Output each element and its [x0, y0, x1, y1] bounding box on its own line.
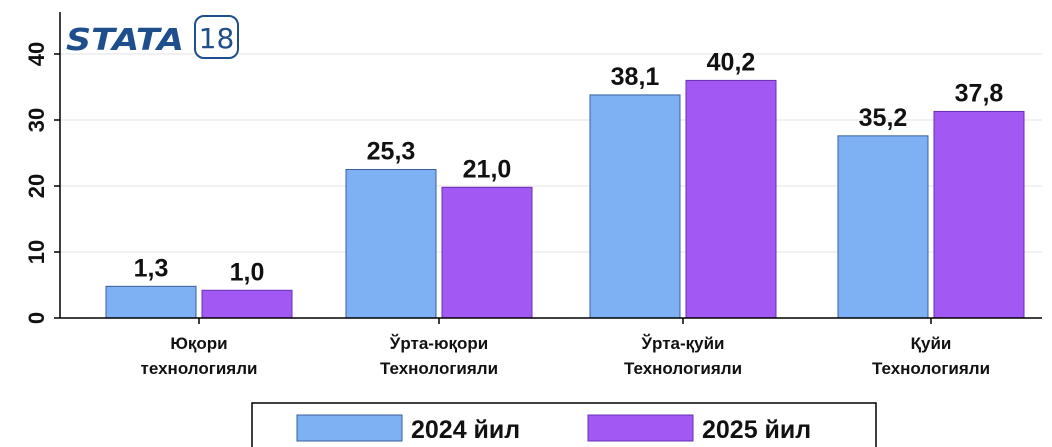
bar: [346, 170, 436, 319]
data-label: 37,8: [955, 79, 1004, 107]
bar: [590, 95, 680, 318]
data-label: 38,1: [611, 63, 660, 91]
data-label: 1,3: [134, 254, 169, 282]
x-tick-label: Технологияли: [380, 359, 498, 378]
y-tick-label: 0: [24, 312, 49, 324]
x-tick-label: Ўрта-юқори: [389, 333, 488, 353]
y-tick-label: 40: [24, 42, 49, 66]
legend: 2024 йил 2025 йил: [252, 403, 876, 447]
bar: [934, 111, 1024, 318]
legend-swatch-2025: [588, 415, 693, 441]
data-label: 25,3: [367, 138, 416, 166]
x-tick-label: Технологияли: [872, 359, 990, 378]
x-tick-label: Ўрта-қуйи: [640, 333, 724, 353]
bar: [106, 286, 196, 318]
x-tick-label: Юқори: [170, 334, 227, 353]
legend-label-2025: 2025 йил: [702, 416, 811, 444]
bar: [442, 187, 532, 318]
x-tick-label: Технологияли: [624, 359, 742, 378]
y-axis: 0 10 20 30 40: [24, 12, 60, 324]
data-label: 1,0: [230, 258, 265, 286]
x-tick-label: технологияли: [141, 359, 258, 378]
legend-swatch-2024: [297, 415, 402, 441]
x-tick-label: Қуйи: [911, 334, 952, 353]
legend-label-2024: 2024 йил: [411, 416, 520, 444]
logo-version: 18: [199, 22, 235, 55]
y-tick-label: 10: [24, 240, 49, 264]
logo-brand: STATA: [66, 23, 184, 58]
data-label: 21,0: [463, 155, 512, 183]
y-tick-label: 20: [24, 174, 49, 198]
bar: [686, 80, 776, 318]
stata-logo: STATA 18: [66, 16, 238, 58]
bar: [202, 290, 292, 318]
data-label: 35,2: [859, 104, 908, 132]
x-axis: Юқори технологияли Ўрта-юқори Технологияли Ў…: [60, 318, 1042, 378]
data-label: 40,2: [707, 48, 756, 76]
bar: [838, 136, 928, 318]
y-tick-label: 30: [24, 108, 49, 132]
